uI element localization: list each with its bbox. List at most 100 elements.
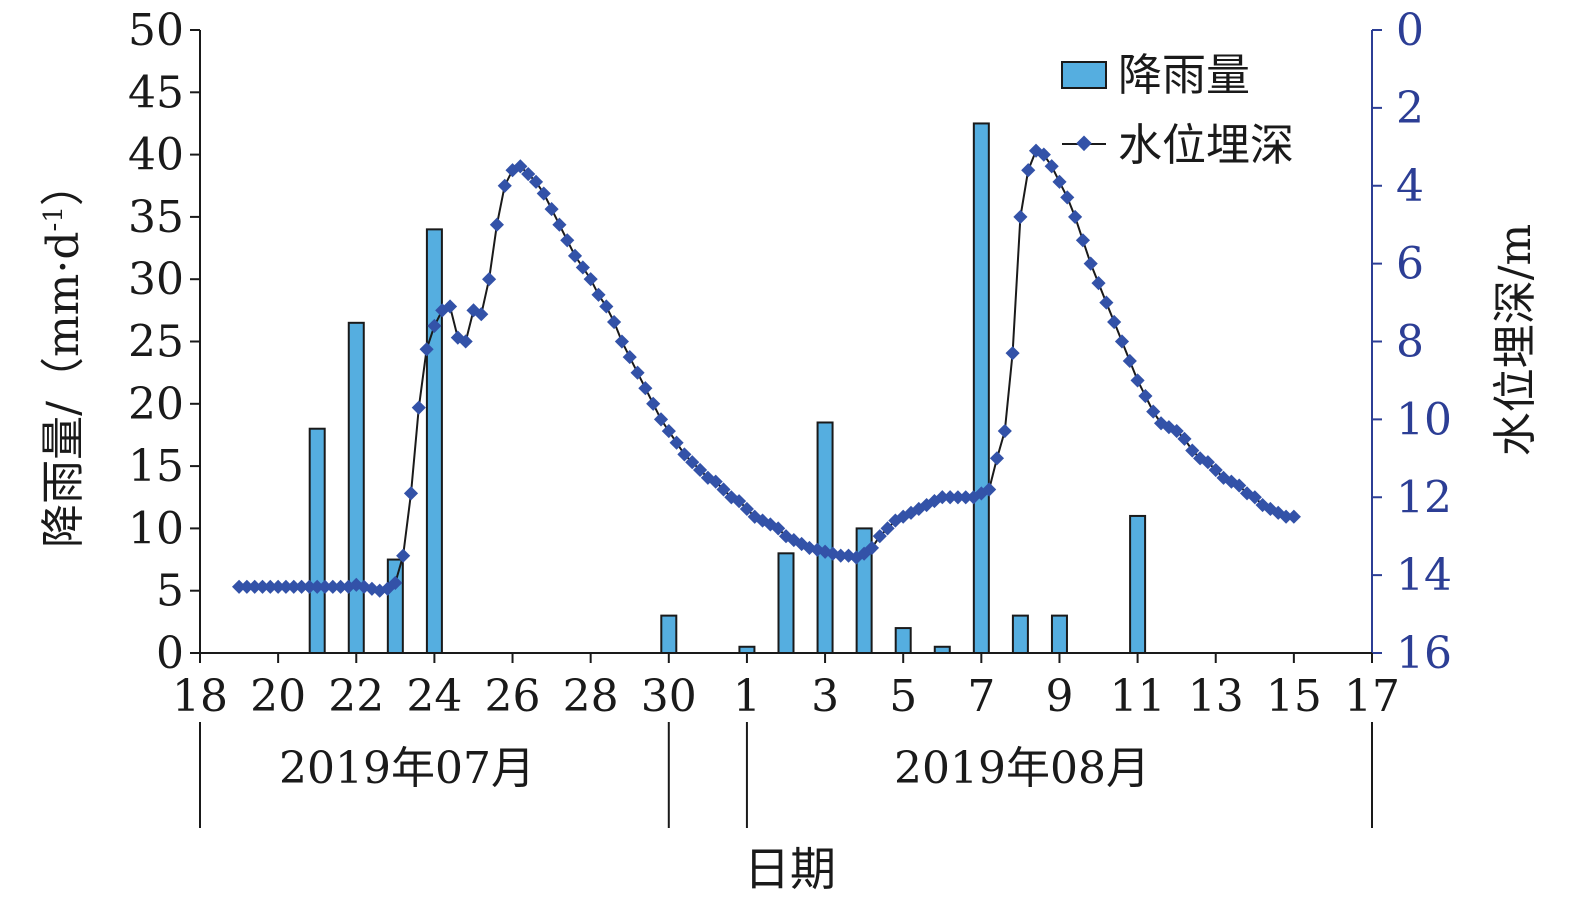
- water-depth-marker: [693, 462, 708, 478]
- y-left-tick-label: 0: [156, 628, 184, 679]
- y-axis-right-label: 水位埋深/m: [1490, 224, 1541, 457]
- y-left-tick-label: 45: [128, 67, 184, 118]
- water-depth-marker: [599, 299, 614, 314]
- y-right-tick-label: 2: [1396, 83, 1424, 134]
- water-depth-marker: [482, 272, 497, 287]
- water-depth-marker: [255, 579, 270, 594]
- legend-label-rainfall: 降雨量: [1118, 50, 1250, 101]
- water-depth-marker: [622, 350, 637, 365]
- rainfall-bar: [386, 558, 404, 654]
- x-tick-label: 11: [1110, 671, 1166, 722]
- rainfall-bar: [972, 122, 990, 654]
- water-depth-marker: [685, 455, 700, 470]
- water-depth-marker: [1068, 209, 1083, 224]
- water-depth-marker: [1146, 404, 1161, 419]
- rainfall-bar: [1129, 514, 1147, 654]
- water-depth-marker: [1232, 478, 1247, 493]
- water-depth-marker: [1091, 276, 1106, 291]
- water-depth-marker: [630, 365, 645, 380]
- month-label-august: 2019年08月: [894, 743, 1150, 794]
- water-depth-marker: [239, 579, 254, 594]
- y-left-tick-label: 5: [156, 566, 184, 617]
- rainfall-bar: [425, 228, 443, 655]
- water-depth-marker: [560, 233, 575, 248]
- x-tick-label: 13: [1188, 671, 1244, 722]
- water-depth-marker: [544, 202, 559, 217]
- water-depth-marker: [310, 579, 325, 594]
- water-depth-marker: [1052, 174, 1067, 189]
- water-depth-marker: [864, 540, 880, 555]
- water-depth-marker: [497, 178, 512, 193]
- month-label-july: 2019年07月: [279, 743, 535, 794]
- water-depth-marker: [1060, 190, 1075, 205]
- x-tick-label: 1: [733, 671, 761, 722]
- x-tick-label: 18: [172, 671, 228, 722]
- rainfall-bar: [894, 627, 912, 655]
- water-depth-marker: [732, 494, 747, 509]
- water-depth-marker: [294, 579, 309, 594]
- rainfall-bar: [777, 552, 795, 655]
- x-tick-label: 5: [889, 671, 917, 722]
- water-depth-marker: [997, 423, 1012, 439]
- rainfall-bar: [933, 645, 951, 655]
- y-left-tick-label: 50: [128, 5, 184, 56]
- x-tick-label: 30: [641, 671, 697, 722]
- water-depth-marker: [1075, 233, 1091, 248]
- water-depth-marker: [489, 217, 504, 232]
- water-depth-marker: [1114, 334, 1130, 349]
- water-depth-marker: [1107, 314, 1122, 330]
- y-right-tick-label: 8: [1396, 317, 1424, 368]
- x-axis-label: 日期: [744, 842, 836, 896]
- x-tick-label: 17: [1344, 671, 1400, 722]
- water-depth-marker: [427, 318, 442, 333]
- water-depth-marker: [708, 474, 723, 489]
- rainfall-bar: [1011, 614, 1029, 654]
- water-depth-marker: [575, 260, 590, 275]
- y-axis-left-label-suffix: ）: [38, 162, 89, 206]
- y-right-tick-label: 0: [1396, 5, 1424, 56]
- y-left-tick-label: 10: [128, 503, 184, 554]
- water-depth-marker: [989, 451, 1005, 466]
- rainfall-bar: [347, 321, 365, 654]
- x-tick-label: 26: [485, 671, 541, 722]
- y-left-tick-label: 40: [128, 130, 184, 181]
- bar-series-rainfall: [308, 122, 1147, 655]
- x-tick-label: 22: [328, 671, 384, 722]
- rainfall-bar: [816, 421, 834, 654]
- y-right-tick-label: 6: [1396, 239, 1424, 290]
- water-depth-marker: [263, 579, 278, 594]
- water-depth-marker: [1044, 159, 1059, 174]
- water-depth-marker: [1122, 353, 1137, 369]
- y-left-tick-label: 30: [128, 254, 184, 305]
- water-depth-marker: [935, 490, 950, 505]
- y-left-tick-label: 35: [128, 192, 184, 243]
- x-tick-label: 7: [967, 671, 995, 722]
- water-depth-marker: [286, 579, 301, 594]
- water-depth-marker: [583, 272, 598, 287]
- rainfall-bar: [1050, 614, 1068, 654]
- water-depth-marker: [271, 579, 286, 594]
- x-tick-label: 20: [250, 671, 306, 722]
- water-depth-marker: [771, 521, 786, 536]
- water-depth-marker: [833, 548, 848, 563]
- water-depth-marker: [474, 307, 489, 322]
- water-depth-marker: [880, 521, 895, 536]
- water-depth-marker: [411, 400, 426, 415]
- water-depth-marker: [1099, 295, 1114, 310]
- x-tick-label: 28: [563, 671, 619, 722]
- water-depth-marker: [567, 248, 583, 263]
- water-depth-marker: [1200, 455, 1215, 470]
- y-axis-left-label-sup: -1: [39, 206, 69, 231]
- y-axis-left-label: 降雨量/（mm·d-1）: [38, 162, 89, 548]
- y-axis-left-label-text: 降雨量/（mm·d: [38, 231, 89, 547]
- y-left-tick-label: 15: [128, 441, 184, 492]
- water-depth-marker: [325, 579, 340, 594]
- legend: 降雨量 水位埋深: [1061, 50, 1294, 171]
- water-depth-marker: [536, 186, 551, 201]
- water-depth-marker: [591, 287, 606, 302]
- legend-label-water-depth: 水位埋深: [1118, 120, 1294, 171]
- water-depth-marker: [513, 159, 528, 174]
- rainfall-bar: [660, 614, 678, 654]
